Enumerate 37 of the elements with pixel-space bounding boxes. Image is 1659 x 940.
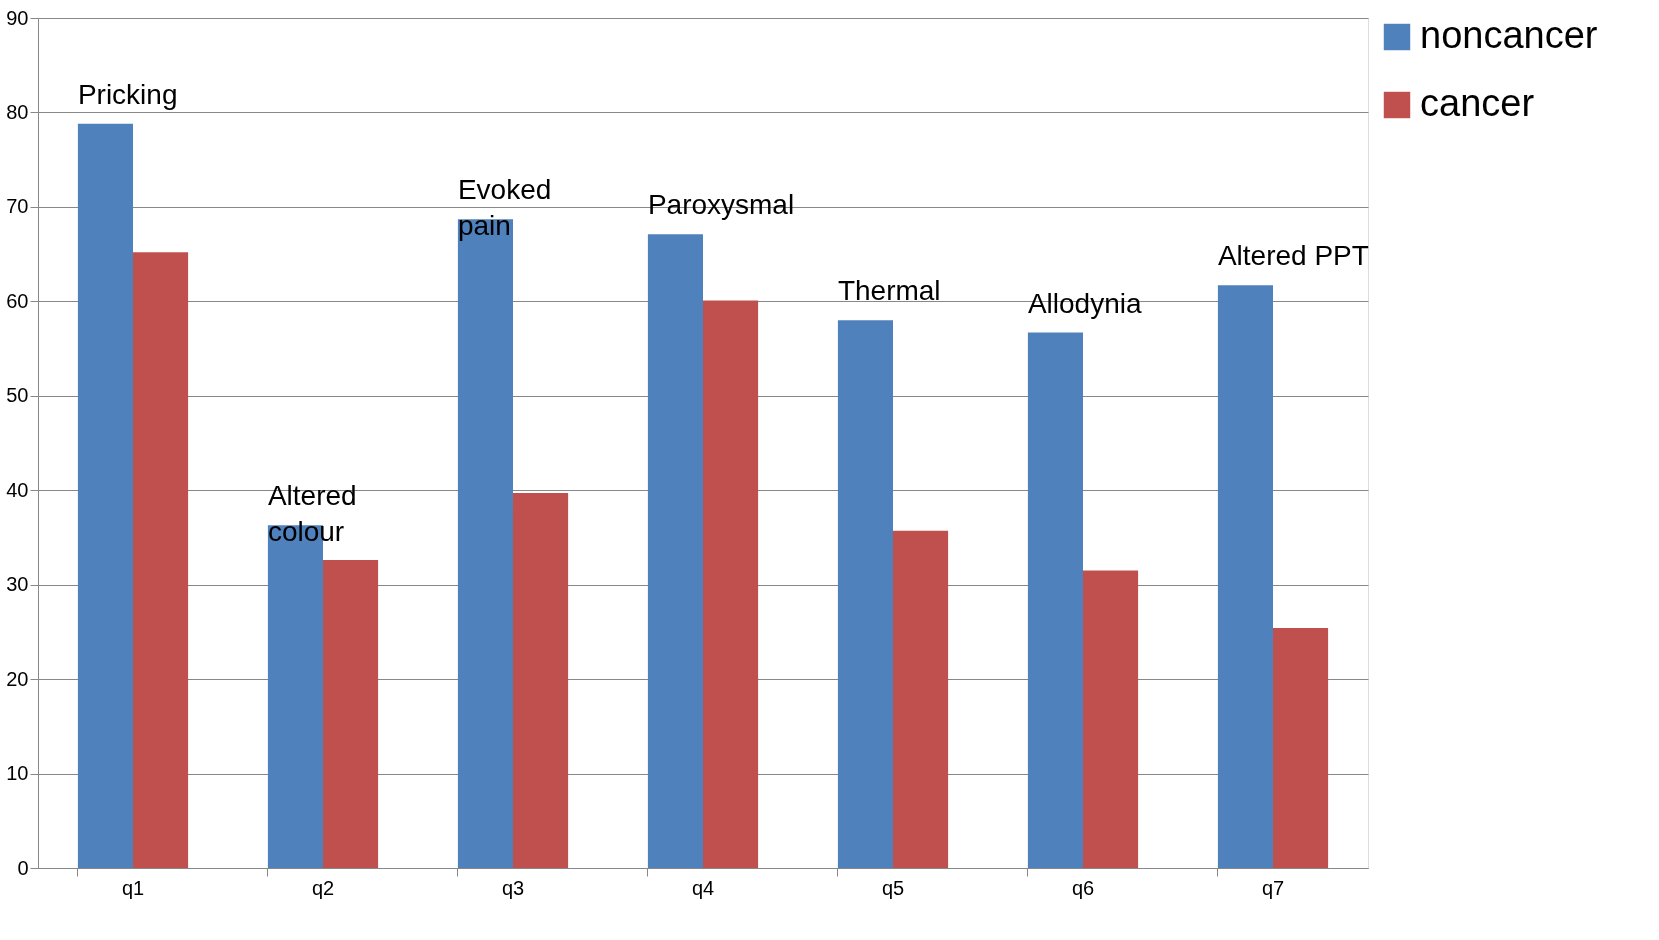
bar xyxy=(703,300,759,868)
bar xyxy=(1273,628,1329,868)
x-tick-label: q1 xyxy=(121,876,145,899)
annotation: Pricking xyxy=(77,78,178,110)
y-tick-label: 60 xyxy=(6,289,29,312)
x-tick-label: q3 xyxy=(501,876,525,899)
bar xyxy=(1217,285,1273,868)
bar xyxy=(647,234,703,868)
x-tick-label: q7 xyxy=(1261,876,1285,899)
y-tick-label: 20 xyxy=(6,667,29,690)
bar xyxy=(323,560,379,868)
x-tick-label: q2 xyxy=(311,876,335,899)
y-tick-label: 70 xyxy=(6,195,29,218)
annotation: Evoked pain xyxy=(457,174,552,242)
x-tick-label: q6 xyxy=(1071,876,1095,899)
annotation: Allodynia xyxy=(1027,287,1142,319)
bar xyxy=(837,320,893,868)
legend-label: noncancer xyxy=(1420,14,1598,56)
y-tick-label: 10 xyxy=(6,762,29,785)
y-tick-label: 80 xyxy=(6,100,29,123)
bar xyxy=(513,493,569,868)
annotation: Thermal xyxy=(837,275,941,307)
x-tick-label: q5 xyxy=(881,876,905,899)
annotation: Paroxysmal xyxy=(647,189,795,221)
y-tick-label: 40 xyxy=(6,478,29,501)
y-tick-label: 30 xyxy=(6,573,29,596)
annotation: Altered PPT xyxy=(1217,240,1369,272)
y-tick-label: 0 xyxy=(17,856,29,879)
bar xyxy=(893,530,949,868)
bar xyxy=(1027,332,1083,868)
bar xyxy=(133,252,189,868)
x-tick-label: q4 xyxy=(691,876,715,899)
y-tick-label: 90 xyxy=(6,6,29,29)
y-tick-label: 50 xyxy=(6,384,29,407)
bar xyxy=(77,123,133,868)
legend-label: cancer xyxy=(1420,82,1535,124)
bar xyxy=(1083,570,1139,868)
